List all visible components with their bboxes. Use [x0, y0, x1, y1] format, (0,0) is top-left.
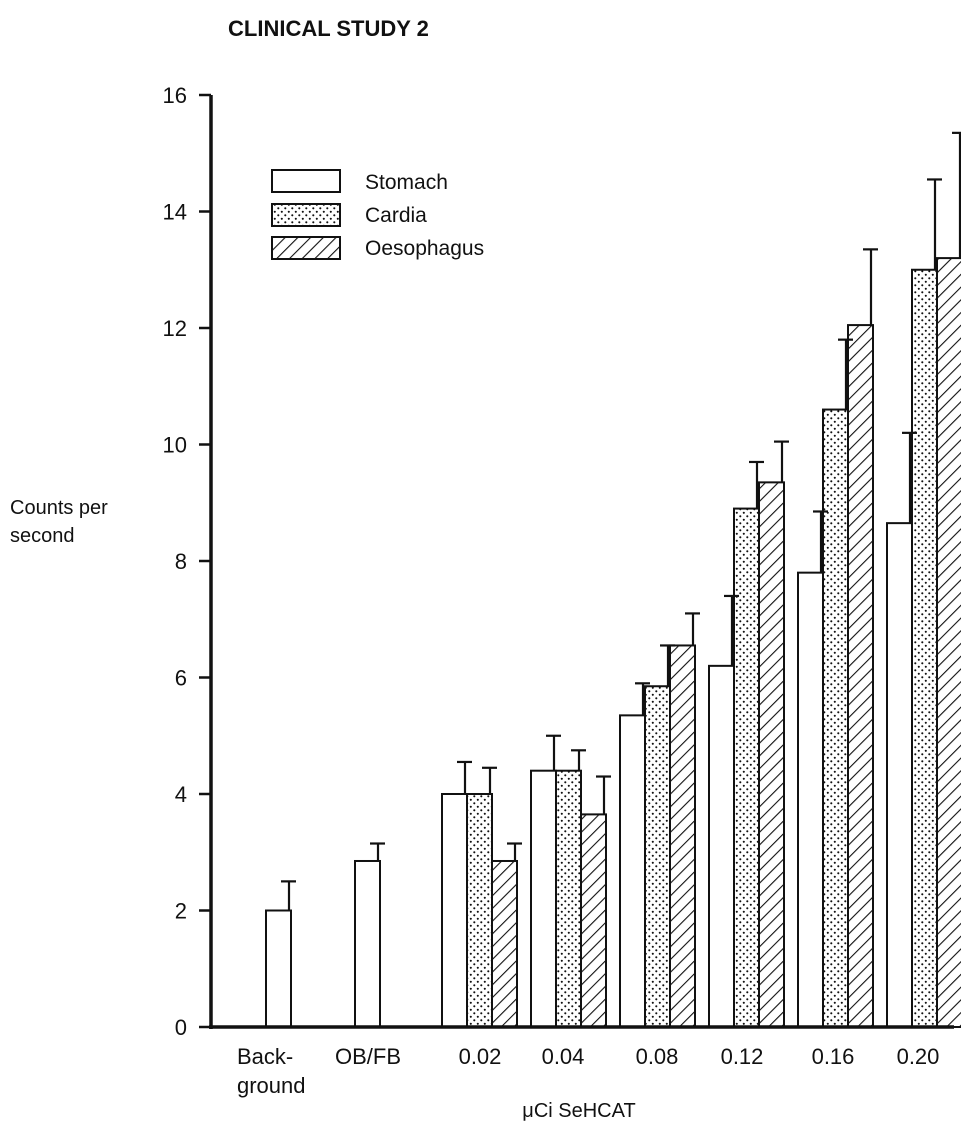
x-tick-label: 0.20	[897, 1044, 940, 1069]
bar-cardia-3	[555, 769, 582, 1028]
y-axis-label: Counts per second	[10, 497, 113, 547]
x-tick-label-line: 0.02	[459, 1044, 502, 1069]
legend-swatch-cardia	[271, 203, 341, 227]
y-tick-label: 14	[163, 200, 187, 225]
x-tick-label: OB/FB	[335, 1044, 401, 1069]
x-tick-label: 0.02	[459, 1044, 502, 1069]
x-tick-label: 0.08	[636, 1044, 679, 1069]
chart-title: CLINICAL STUDY 2	[228, 16, 429, 41]
bar-oesophagus-4	[669, 644, 696, 1029]
bar-oesophagus-3	[580, 813, 607, 1029]
x-tick-label-line: ground	[237, 1073, 306, 1098]
legend: Stomach Cardia Oesophagus	[271, 169, 484, 260]
bar-cardia-6	[822, 408, 849, 1028]
bar-cardia-5	[733, 507, 760, 1028]
x-tick-label-line: Back-	[237, 1044, 293, 1069]
bar-stomach-2	[441, 793, 468, 1028]
x-tick-label-line: 0.08	[636, 1044, 679, 1069]
error-bars	[281, 131, 961, 911]
y-tick-label: 0	[175, 1015, 187, 1040]
bar-oesophagus-7	[936, 257, 961, 1029]
bar-stomach-3	[530, 769, 557, 1028]
x-tick-label: 0.16	[812, 1044, 855, 1069]
y-axis-ticks: 0 2 4 6 8 10 12 14 16	[163, 83, 211, 1040]
bar-cardia-7	[911, 268, 938, 1028]
y-axis-label-line-2: second	[10, 525, 75, 547]
bar-stomach-1	[354, 859, 381, 1028]
y-tick-label: 12	[163, 316, 187, 341]
y-axis-label-line-1: Counts per	[10, 497, 108, 519]
legend-label-stomach: Stomach	[365, 171, 448, 194]
x-tick-label-line: 0.12	[721, 1044, 764, 1069]
x-tick-label-line: 0.20	[897, 1044, 940, 1069]
bar-cardia-4	[644, 685, 671, 1028]
bars	[265, 257, 961, 1029]
bar-stomach-4	[619, 714, 646, 1028]
legend-label-oesophagus: Oesophagus	[365, 237, 484, 260]
legend-swatch-oesophagus	[271, 236, 341, 260]
bar-cardia-2	[466, 793, 493, 1028]
bar-stomach-6	[797, 571, 824, 1029]
bar-oesophagus-5	[758, 481, 785, 1028]
x-axis-tick-labels: Back-ground OB/FB 0.02 0.04 0.08 0.12 0.16 0.20	[237, 1044, 939, 1098]
bar-stomach-5	[708, 664, 735, 1028]
x-tick-label: 0.12	[721, 1044, 764, 1069]
bar-stomach-7	[886, 522, 913, 1028]
x-tick-label-line: OB/FB	[335, 1044, 401, 1069]
y-tick-label: 16	[163, 83, 187, 108]
y-tick-label: 4	[175, 782, 187, 807]
x-axis-label: μCi SeHCAT	[522, 1100, 635, 1122]
y-tick-label: 8	[175, 549, 187, 574]
x-tick-label: 0.04	[542, 1044, 585, 1069]
bar-oesophagus-6	[847, 324, 874, 1028]
y-tick-label: 2	[175, 899, 187, 924]
y-tick-label: 10	[163, 433, 187, 458]
bar-oesophagus-2	[491, 859, 518, 1028]
legend-label-cardia: Cardia	[365, 204, 427, 227]
legend-swatch-stomach	[271, 169, 341, 193]
x-tick-label-line: 0.16	[812, 1044, 855, 1069]
x-tick-label-line: 0.04	[542, 1044, 585, 1069]
bar-stomach-0	[265, 909, 292, 1028]
x-tick-label: Back-ground	[237, 1044, 306, 1098]
y-tick-label: 6	[175, 666, 187, 691]
